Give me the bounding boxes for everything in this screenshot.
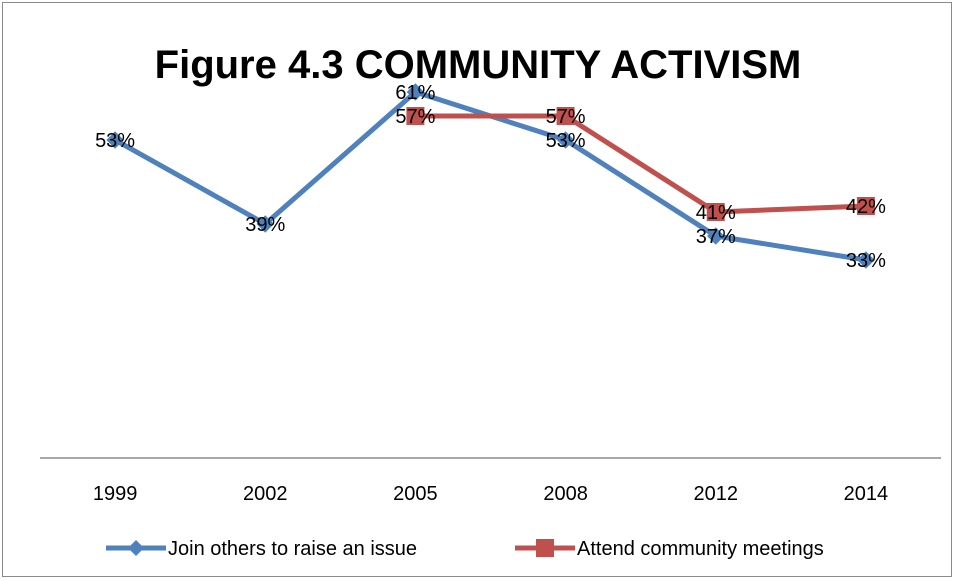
square-marker <box>706 203 725 221</box>
legend: Join others to raise an issue Attend comm… <box>106 538 824 560</box>
x-tick-label: 2002 <box>243 483 288 505</box>
legend-diamond-marker <box>128 540 144 556</box>
diamond-marker <box>406 83 425 101</box>
x-tick-label: 2008 <box>543 483 588 505</box>
square-marker <box>556 107 575 125</box>
data-label: 53% <box>95 130 135 152</box>
x-tick-label: 2014 <box>844 483 889 505</box>
data-label: 39% <box>245 214 285 236</box>
data-label: 42% <box>846 196 886 218</box>
data-label: 33% <box>846 250 886 272</box>
x-tick-label: 2012 <box>694 483 739 505</box>
square-marker <box>406 107 425 125</box>
data-label: 37% <box>696 226 736 248</box>
legend-label: Join others to raise an issue <box>168 538 417 560</box>
legend-item-1: Join others to raise an issue <box>106 538 417 560</box>
diamond-marker <box>556 131 575 149</box>
data-label-layer: 53% 39% 61% 53% 37% 33% 57% 57% 41% 42% <box>95 82 886 272</box>
diamond-marker <box>707 227 725 245</box>
data-label: 61% <box>395 82 435 104</box>
data-label: 41% <box>696 202 736 224</box>
data-label: 57% <box>395 106 435 128</box>
data-label: 53% <box>546 130 586 152</box>
legend-item-2: Attend community meetings <box>515 538 824 560</box>
chart-title: Figure 4.3 COMMUNITY ACTIVISM <box>155 43 802 87</box>
data-label: 57% <box>546 106 586 128</box>
series-line-2 <box>412 113 869 215</box>
axis-layer: 1999 2002 2005 2008 2012 2014 <box>40 457 941 505</box>
line-chart: Figure 4.3 COMMUNITY ACTIVISM 1999 2002 20… <box>40 43 941 560</box>
x-tick-label: 2005 <box>393 483 438 505</box>
x-tick-label: 1999 <box>93 483 138 505</box>
legend-square-marker <box>536 539 554 557</box>
diamond-marker <box>857 251 875 269</box>
diamond-marker <box>106 131 124 149</box>
diamond-marker <box>256 215 274 233</box>
series-layer <box>106 83 875 269</box>
square-marker <box>856 197 875 215</box>
legend-label: Attend community meetings <box>577 538 824 560</box>
